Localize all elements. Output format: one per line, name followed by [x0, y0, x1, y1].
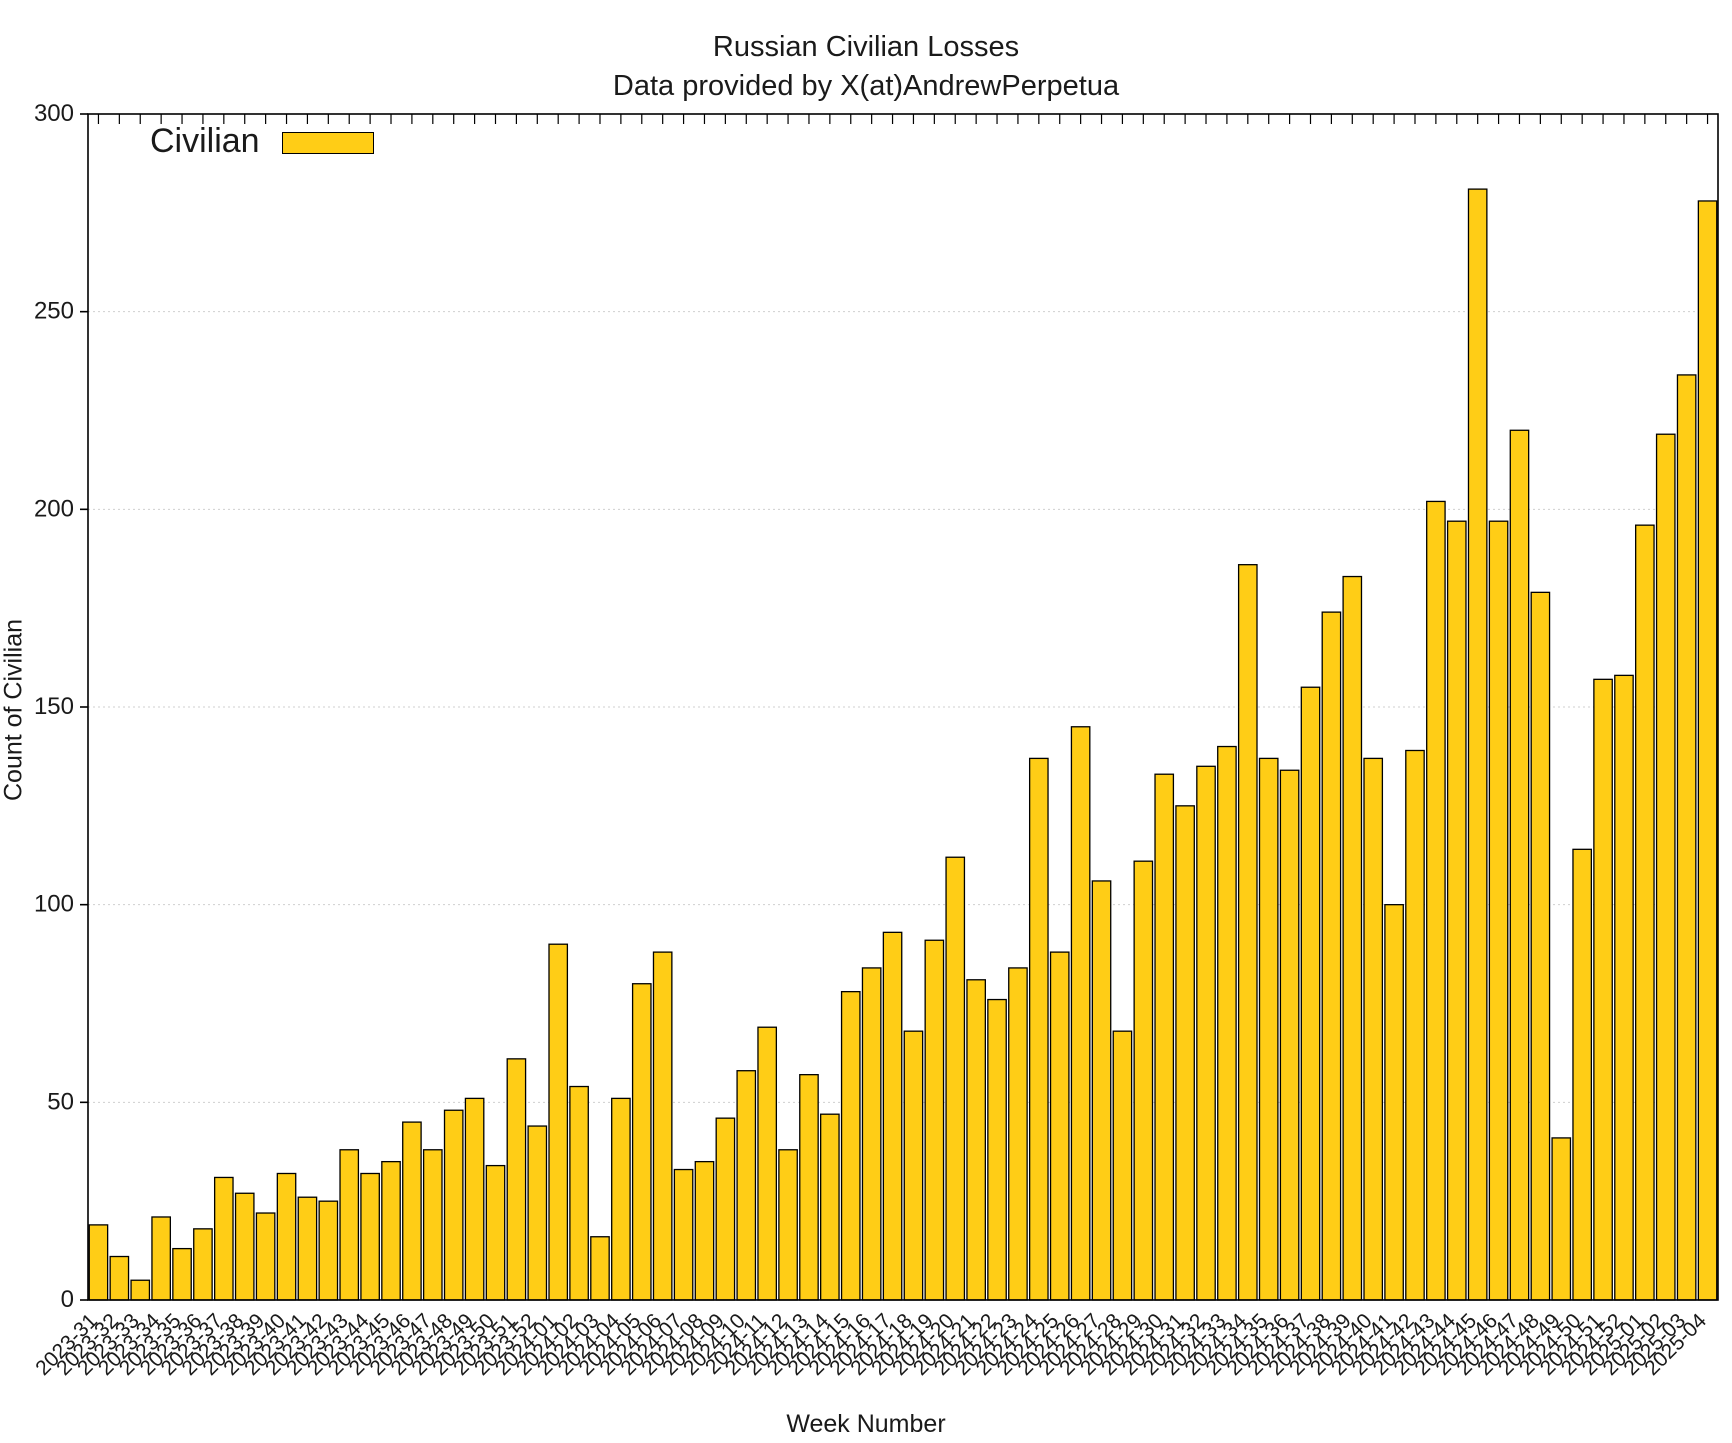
svg-text:150: 150 [34, 693, 74, 720]
svg-text:250: 250 [34, 298, 74, 325]
svg-text:50: 50 [47, 1088, 74, 1115]
svg-text:100: 100 [34, 891, 74, 918]
svg-text:200: 200 [34, 495, 74, 522]
svg-text:0: 0 [61, 1286, 74, 1313]
